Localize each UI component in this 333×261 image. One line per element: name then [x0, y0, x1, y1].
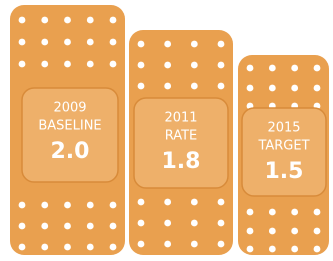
dot — [164, 62, 171, 69]
label: TARGET — [257, 139, 309, 154]
year: 2015 — [267, 121, 300, 136]
dot — [164, 241, 171, 248]
dot — [87, 39, 94, 46]
dot — [247, 228, 254, 235]
dot — [41, 223, 48, 230]
dot — [218, 220, 225, 227]
dot — [218, 83, 225, 90]
dot — [164, 220, 171, 227]
dot — [191, 83, 198, 90]
dot — [110, 17, 117, 24]
dot — [191, 220, 198, 227]
dot — [41, 61, 48, 68]
dot — [19, 223, 26, 230]
dot — [19, 202, 26, 209]
dot — [138, 241, 145, 248]
dot — [138, 83, 145, 90]
dot — [138, 199, 145, 206]
value: 1.5 — [265, 159, 304, 184]
dot — [291, 209, 298, 216]
dot — [19, 39, 26, 46]
dot — [314, 246, 321, 253]
dot — [269, 228, 276, 235]
dot — [64, 244, 71, 251]
dot — [191, 241, 198, 248]
dot — [218, 241, 225, 248]
dot — [247, 65, 254, 72]
dot — [164, 41, 171, 48]
dot — [110, 39, 117, 46]
dot — [247, 209, 254, 216]
dot — [218, 199, 225, 206]
dot — [269, 85, 276, 92]
dot — [247, 85, 254, 92]
dot — [110, 223, 117, 230]
dot — [314, 65, 321, 72]
bandage: 2009 BASELINE 2.0 — [10, 5, 125, 255]
dot — [218, 41, 225, 48]
year: 2009 — [53, 101, 86, 116]
dot — [269, 65, 276, 72]
dot — [138, 62, 145, 69]
dot — [110, 61, 117, 68]
dot — [291, 228, 298, 235]
dot — [269, 209, 276, 216]
dot — [291, 65, 298, 72]
dot — [41, 244, 48, 251]
dot — [138, 41, 145, 48]
dot — [64, 17, 71, 24]
dot — [110, 244, 117, 251]
dot — [19, 61, 26, 68]
label: BASELINE — [38, 119, 101, 134]
dot — [247, 246, 254, 253]
dot — [19, 17, 26, 24]
dot — [19, 244, 26, 251]
dot — [191, 199, 198, 206]
dot — [64, 223, 71, 230]
dot — [64, 61, 71, 68]
dot — [87, 202, 94, 209]
dot — [64, 202, 71, 209]
dot — [218, 62, 225, 69]
dot — [87, 17, 94, 24]
year: 2011 — [164, 111, 197, 126]
dot — [291, 246, 298, 253]
dot — [110, 202, 117, 209]
dot — [41, 202, 48, 209]
dot — [87, 223, 94, 230]
dot — [191, 62, 198, 69]
dot — [314, 228, 321, 235]
dot — [314, 85, 321, 92]
dot — [291, 85, 298, 92]
dot — [64, 39, 71, 46]
dot — [314, 209, 321, 216]
dot — [87, 61, 94, 68]
value: 2.0 — [51, 139, 90, 164]
dot — [41, 17, 48, 24]
value: 1.8 — [162, 149, 201, 174]
label: RATE — [165, 129, 198, 144]
dot — [269, 246, 276, 253]
infographic: 2009 BASELINE 2.0 2011 RATE 1.8 2015 TARGET 1.5 — [0, 0, 333, 261]
bandage: 2015 TARGET 1.5 — [238, 55, 329, 255]
dot — [191, 41, 198, 48]
dot — [164, 83, 171, 90]
dot — [87, 244, 94, 251]
dot — [164, 199, 171, 206]
dot — [138, 220, 145, 227]
bandage: 2011 RATE 1.8 — [129, 30, 233, 255]
dot — [41, 39, 48, 46]
